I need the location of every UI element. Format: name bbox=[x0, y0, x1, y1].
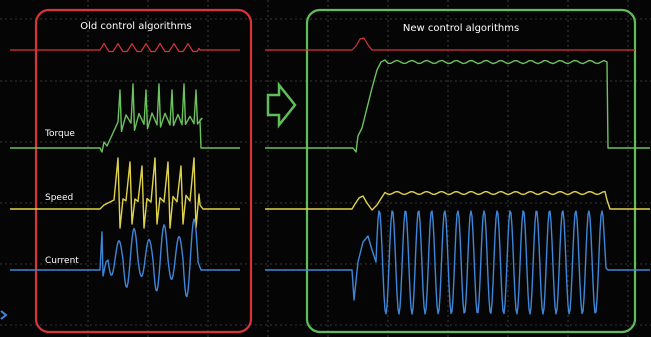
speed-trace-new bbox=[265, 190, 650, 211]
old-panel-frame bbox=[34, 8, 253, 334]
torque-trace-old bbox=[10, 83, 240, 153]
label-current: Current bbox=[45, 256, 79, 266]
traces bbox=[10, 37, 650, 315]
label-torque: Torque bbox=[44, 129, 75, 139]
old-panel-title: Old control algorithms bbox=[80, 21, 192, 32]
trigger-trace-new bbox=[265, 37, 635, 51]
current-trace-old bbox=[10, 218, 240, 298]
speed-trace-old bbox=[10, 157, 240, 229]
trigger-trace-old bbox=[10, 43, 240, 53]
label-speed: Speed bbox=[45, 193, 73, 203]
current-trace-new bbox=[265, 210, 650, 315]
torque-trace-new bbox=[265, 59, 650, 153]
new-panel-frame bbox=[305, 8, 637, 334]
new-panel-title: New control algorithms bbox=[403, 23, 519, 34]
corner-marker-icon bbox=[0, 310, 8, 320]
right-arrow-icon bbox=[266, 81, 297, 129]
